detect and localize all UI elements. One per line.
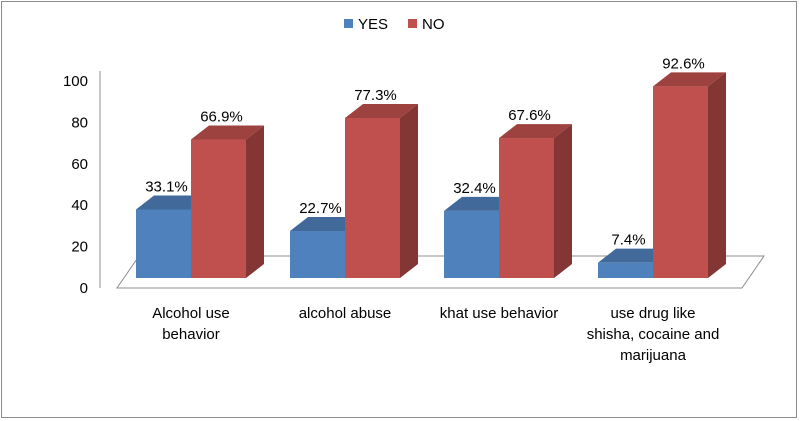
data-label-yes-2: 32.4%: [453, 180, 496, 197]
y-tick-label: 60: [71, 156, 88, 173]
bar-no-3: [653, 86, 708, 279]
data-label-yes-1: 22.7%: [299, 200, 342, 217]
data-label-no-1: 77.3%: [354, 87, 397, 104]
bar-yes-1: [290, 231, 345, 278]
y-tick-label: 40: [71, 197, 88, 214]
bar-side-no-2: [554, 124, 572, 279]
bar-side-no-1: [400, 103, 418, 278]
bar-no-0: [191, 139, 246, 278]
bar-no-1: [345, 117, 400, 278]
bar-top-no-0: [191, 125, 264, 140]
data-label-no-2: 67.6%: [508, 107, 551, 124]
category-label: alcohol abuse: [299, 305, 392, 322]
bar-yes-3: [598, 262, 653, 278]
category-label: behavior: [162, 326, 220, 343]
bar-top-yes-3: [598, 248, 671, 263]
data-label-yes-3: 7.4%: [611, 232, 645, 249]
category-label: use drug like: [610, 305, 695, 322]
bar-yes-2: [444, 210, 499, 278]
data-label-no-0: 66.9%: [200, 109, 243, 126]
category-label: shisha, cocaine and: [587, 326, 720, 343]
legend-label-no: NO: [422, 16, 445, 33]
y-tick-label: 20: [71, 239, 88, 256]
bar-top-no-1: [345, 103, 418, 118]
y-tick-label: 100: [63, 73, 88, 90]
data-label-no-3: 92.6%: [662, 55, 705, 72]
bar-top-no-3: [653, 72, 726, 87]
category-label: khat use behavior: [440, 305, 558, 322]
legend-swatch-no: [408, 19, 417, 28]
legend-label-yes: YES: [358, 16, 388, 33]
bar-no-2: [499, 138, 554, 278]
category-label: Alcohol use: [152, 305, 230, 322]
bar-top-yes-1: [290, 217, 363, 232]
bar-top-yes-0: [136, 195, 209, 210]
y-tick-label: 80: [71, 114, 88, 131]
bar-side-no-3: [708, 72, 726, 279]
bar-side-no-0: [246, 125, 264, 278]
legend-swatch-yes: [344, 19, 353, 28]
y-tick-label: 0: [80, 280, 88, 297]
category-label: marijuana: [620, 347, 687, 364]
bar-top-no-2: [499, 124, 572, 139]
data-label-yes-0: 33.1%: [145, 178, 188, 195]
bar-top-yes-2: [444, 196, 517, 211]
bar-yes-0: [136, 209, 191, 278]
